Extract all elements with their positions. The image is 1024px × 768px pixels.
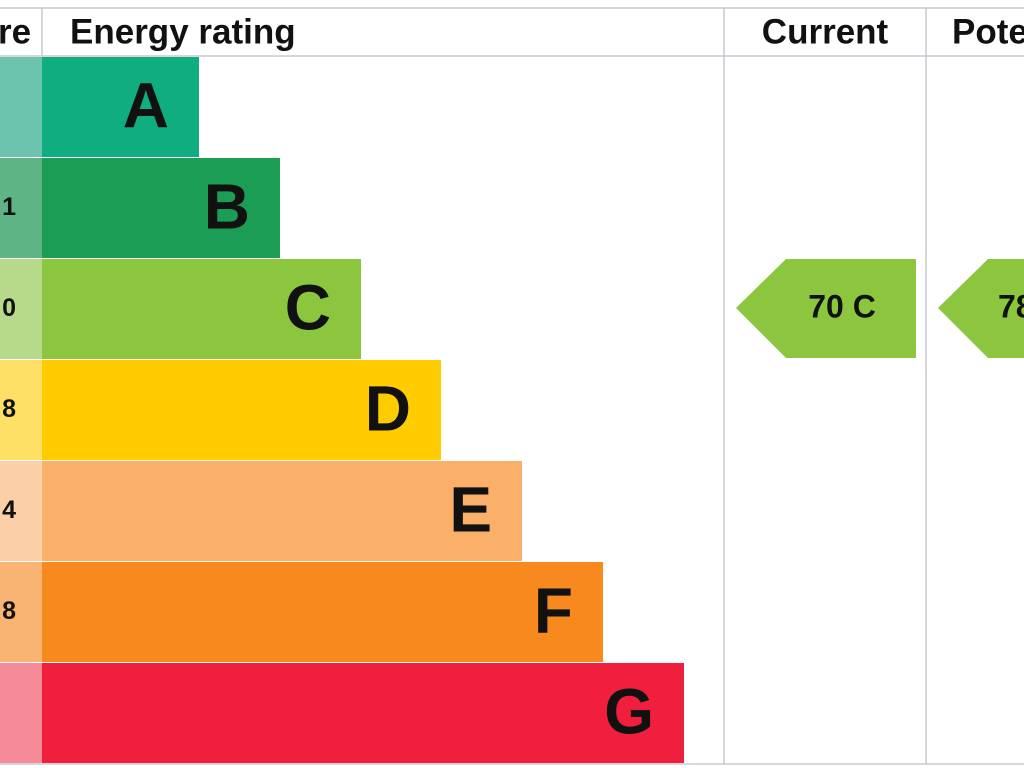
rating-header: Energy rating [70,12,296,51]
band-bar [42,259,361,359]
band-letter: E [449,473,492,545]
band-letter: F [534,574,573,646]
band-bar [42,663,684,763]
potential-header: Pote [952,12,1024,51]
potential-rating: 78 [998,288,1024,324]
score-cell [0,259,42,359]
band-score: 8 [2,395,16,423]
band-bar [42,360,441,460]
band-score: 0 [2,294,16,322]
band-score: 8 [2,597,16,625]
band-letter: A [123,69,169,141]
band-bar [42,461,522,561]
current-rating: 70 C [808,288,876,324]
score-cell [0,158,42,258]
band-bar [42,562,603,662]
current-arrow [736,259,916,358]
score-cell [0,360,42,460]
band-score: 4 [2,496,16,524]
score-cell [0,562,42,662]
band-bar [42,158,280,258]
potential-arrow [938,259,1024,358]
score-cell [0,663,42,763]
band-letter: C [285,271,331,343]
current-header: Current [762,12,889,51]
band-letter: D [365,372,411,444]
score-cell [0,461,42,561]
band-letter: G [604,675,654,747]
score-header: re [0,12,31,51]
band-bar [42,57,199,157]
score-cell [0,57,42,157]
band-letter: B [204,170,250,242]
band-score: 1 [2,193,16,221]
